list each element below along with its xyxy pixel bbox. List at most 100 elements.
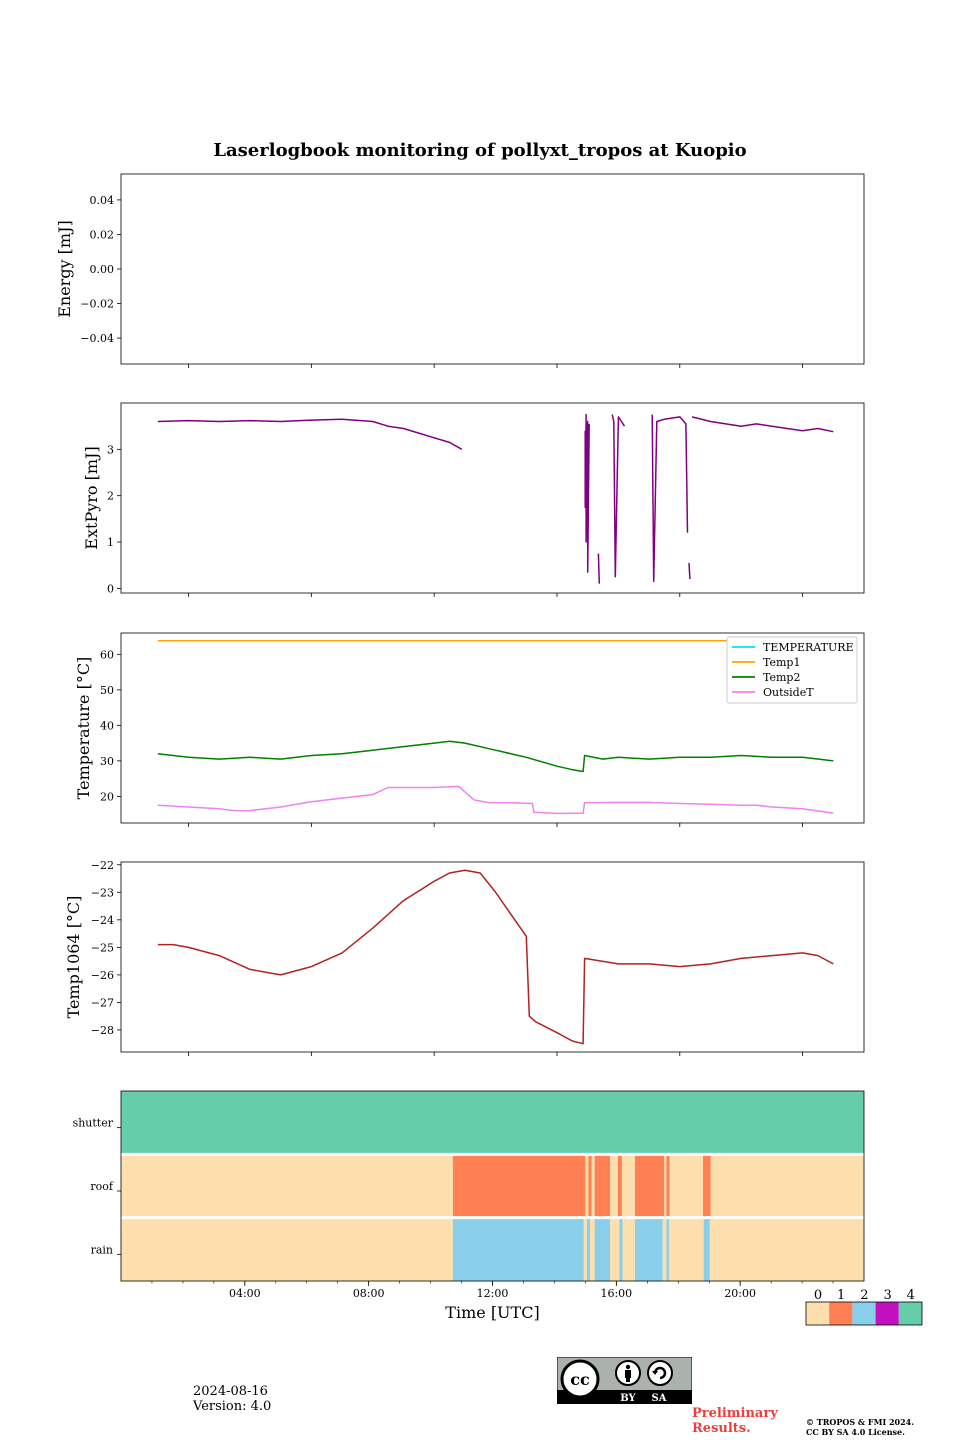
y-axis-label: Temp1064 [°C] (64, 896, 83, 1019)
plot-frame (120, 173, 865, 365)
status-cell-roof (666, 1154, 670, 1218)
x-axis-label: Time [UTC] (445, 1303, 539, 1322)
colorbar-swatch (806, 1302, 830, 1325)
panel-3: 20 30 40 50 60 Temperature [°C] TEMPERATURE Tem… (74, 632, 865, 827)
colorbar-frame (805, 1301, 923, 1326)
legend: TEMPERATURE Temp1 Temp2 OutsideT (726, 636, 858, 704)
status-cell-roof (634, 1154, 665, 1218)
colorbar-tick-label: 0 (814, 1288, 822, 1303)
plot-frame (120, 861, 865, 1053)
cc-icon: cc (560, 1359, 600, 1399)
status-cell-rain (668, 1217, 704, 1281)
y-tick-label: −23 (91, 886, 114, 899)
y-tick-label: 1 (107, 536, 114, 549)
status-cell-rain (703, 1217, 710, 1281)
y-tick-label: −0.04 (80, 332, 114, 345)
legend-entry: Temp2 (763, 671, 800, 684)
x-tick-label: 12:00 (477, 1287, 509, 1300)
status-heatmap: shutter roof rain 04:00 08:00 12:00 16:00 20:00… (73, 1090, 865, 1322)
footer-date: 2024-08-16 (193, 1384, 268, 1399)
y-tick-label: 50 (100, 684, 114, 697)
status-cell-roof (703, 1154, 711, 1218)
copyright-line-1: © TROPOS & FMI 2024. (806, 1417, 915, 1427)
panel-2: 0 1 2 3 ExtPyro [mJ] (82, 402, 865, 597)
x-tick-label: 08:00 (353, 1287, 385, 1300)
series-line-7 (691, 416, 834, 433)
license-sa-label: SA (652, 1393, 667, 1404)
status-cell-roof (610, 1154, 618, 1218)
preliminary-line-2: Results. (692, 1421, 751, 1436)
status-cell-rain (619, 1217, 623, 1281)
status-cell-rain (662, 1217, 667, 1281)
colorbar-swatch (875, 1302, 899, 1325)
series-line-2 (584, 413, 590, 573)
person-icon (615, 1360, 641, 1386)
status-cell-roof (710, 1154, 864, 1218)
y-tick-label: 0.00 (90, 263, 115, 276)
colorbar-tick-label: 4 (907, 1288, 915, 1303)
colorbar-tick-label: 3 (883, 1288, 891, 1303)
y-tick-label: 0.02 (90, 228, 115, 241)
y-tick-label: −25 (91, 941, 114, 954)
preliminary-results-note: Preliminary Results. (692, 1406, 778, 1436)
status-cell-rain (610, 1217, 620, 1281)
status-cell-rain (121, 1217, 453, 1281)
status-cell-roof (669, 1154, 704, 1218)
series-line-5 (651, 414, 689, 583)
y-tick-label: 40 (100, 719, 114, 732)
status-cell-rain (709, 1217, 864, 1281)
legend-entry: Temp1 (763, 656, 800, 669)
panel-4: −22 −23 −24 −25 −26 −27 −28 Temp1064 [°C] (64, 859, 865, 1056)
y-axis-label: ExtPyro [mJ] (82, 446, 101, 549)
colorbar-tick-label: 1 (837, 1288, 845, 1303)
plot-frame (120, 632, 865, 824)
y-tick-label: 30 (100, 755, 114, 768)
y-tick-label: 60 (100, 648, 114, 661)
status-cell-rain (583, 1217, 587, 1281)
plot-frame (120, 402, 865, 594)
colorbar-tick-label: 2 (860, 1288, 868, 1303)
legend-entry: TEMPERATURE (763, 641, 854, 654)
y-tick-label: −28 (91, 1024, 114, 1037)
y-tick-label: −22 (91, 859, 114, 872)
license-by-label: BY (620, 1393, 636, 1404)
page-title: Laserlogbook monitoring of pollyxt_tropo… (213, 140, 747, 161)
y-tick-label: 2 (107, 490, 114, 503)
footer-date-version: 2024-08-16 Version: 4.0 (193, 1384, 271, 1414)
status-cell-rain (586, 1217, 591, 1281)
status-cell-rain (594, 1217, 611, 1281)
y-tick-label: 0 (107, 582, 114, 595)
series-line-3 (597, 553, 601, 584)
cc-license-badge: cc BY SA (557, 1357, 692, 1404)
status-cell-roof (588, 1154, 592, 1218)
row-label-shutter: shutter (73, 1117, 114, 1130)
status-cell-roof (594, 1154, 611, 1218)
y-axis-label: Temperature [°C] (74, 657, 93, 800)
colorbar-swatch (852, 1302, 876, 1325)
y-tick-label: −26 (91, 969, 114, 982)
x-tick-label: 20:00 (724, 1287, 756, 1300)
status-cell-roof (452, 1154, 586, 1218)
panel-1: 0.04 0.02 0.00 −0.02 −0.04 Energy [mJ] (55, 173, 865, 368)
status-cell-rain (590, 1217, 595, 1281)
status-cell-rain (666, 1217, 669, 1281)
legend-entry: OutsideT (763, 686, 814, 699)
series-line-outsidet (157, 785, 834, 815)
x-tick-label: 04:00 (229, 1287, 261, 1300)
colorbar-swatch (829, 1302, 853, 1325)
status-cell-roof (121, 1154, 453, 1218)
y-tick-label: −0.02 (80, 298, 114, 311)
preliminary-line-1: Preliminary (692, 1406, 778, 1421)
status-cell-rain (452, 1217, 584, 1281)
y-tick-label: −27 (91, 996, 114, 1009)
footer-version: Version: 4.0 (193, 1399, 272, 1414)
y-axis-label: Energy [mJ] (55, 220, 74, 318)
x-tick-label: 16:00 (600, 1287, 632, 1300)
series-line-4 (611, 414, 626, 578)
y-tick-label: 3 (107, 443, 114, 456)
y-tick-label: −24 (91, 914, 114, 927)
y-tick-label: 20 (100, 790, 114, 803)
row-label-roof: roof (90, 1180, 114, 1193)
